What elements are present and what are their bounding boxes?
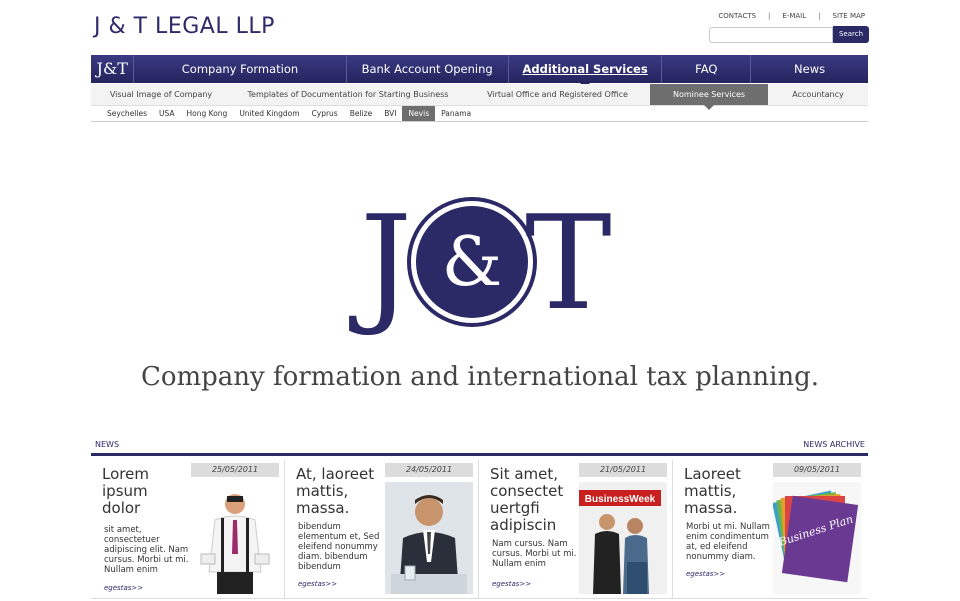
magazine-title: BusinessWeek	[585, 494, 656, 505]
country-hong-kong[interactable]: Hong Kong	[186, 109, 228, 118]
logo-t: T	[525, 190, 612, 335]
country-bvi[interactable]: BVI	[384, 109, 397, 118]
news-title[interactable]: At, laoreet mattis, massa.	[296, 465, 375, 517]
separator: |	[768, 12, 771, 20]
news-card[interactable]: Laoreet mattis, massa. 09/05/2011 Morbi …	[673, 460, 867, 598]
top-links: CONTACTS | E-MAIL | SITE MAP	[718, 12, 865, 20]
country-usa[interactable]: USA	[159, 109, 175, 118]
separator: |	[818, 12, 821, 20]
email-link[interactable]: E-MAIL	[782, 12, 807, 20]
tagline: Company formation and international tax …	[140, 362, 820, 392]
subnav-visual-image[interactable]: Visual Image of Company	[109, 90, 213, 99]
news-more-link[interactable]: egestas>>	[104, 584, 144, 592]
country-united-kingdom[interactable]: United Kingdom	[239, 109, 300, 118]
logo-ampersand: &	[442, 223, 503, 302]
country-panama[interactable]: Panama	[441, 109, 472, 118]
news-date: 09/05/2011	[773, 463, 861, 477]
subnav-virtual-office[interactable]: Virtual Office and Registered Office	[487, 90, 628, 99]
news-body: sit amet, consectetuer adipiscing elit. …	[104, 525, 189, 575]
sitemap-link[interactable]: SITE MAP	[832, 12, 865, 20]
news-date: 21/05/2011	[579, 463, 667, 477]
logo-j: J	[349, 190, 412, 335]
news-image-magazine: BusinessWeek	[579, 482, 667, 594]
nav-logo[interactable]: J&T	[91, 55, 135, 83]
news-title[interactable]: Lorem ipsum dolor	[102, 465, 149, 517]
country-nevis[interactable]: Nevis	[402, 106, 436, 121]
news-card[interactable]: Sit amet, consectet uertgfi adipiscin 21…	[479, 460, 673, 598]
country-tabs: Seychelles USA Hong Kong United Kingdom …	[91, 106, 868, 122]
news-body: bibendum elementum et, Sed eleifend nonu…	[298, 522, 380, 572]
subnav-templates[interactable]: Templates of Documentation for Starting …	[247, 90, 449, 99]
sub-nav: Visual Image of Company Templates of Doc…	[91, 84, 868, 110]
subnav-accountancy[interactable]: Accountancy	[792, 90, 844, 99]
news-image-businessman	[385, 482, 473, 594]
news-image-man-empty-pockets	[200, 494, 270, 594]
news-archive-link[interactable]: NEWS ARCHIVE	[803, 440, 865, 449]
country-cyprus[interactable]: Cyprus	[311, 109, 338, 118]
site-title[interactable]: J & T LEGAL LLP	[94, 14, 275, 39]
news-body: Nam cursus. Nam cursus. Morbi ut mi. Nul…	[492, 539, 577, 569]
search-button[interactable]: Search	[833, 26, 869, 43]
news-divider	[91, 453, 868, 456]
nav-item-faq[interactable]: FAQ	[662, 55, 752, 83]
news-title[interactable]: Sit amet, consectet uertgfi adipiscin	[490, 465, 564, 534]
contacts-link[interactable]: CONTACTS	[718, 12, 757, 20]
news-card[interactable]: At, laoreet mattis, massa. 24/05/2011 bi…	[285, 460, 479, 598]
news-heading: NEWS	[95, 440, 120, 449]
jt-logo: J & T	[349, 190, 612, 335]
news-body: Morbi ut mi. Nullam enim condimentum at,…	[686, 522, 770, 562]
nav-item-company-formation[interactable]: Company Formation	[134, 55, 347, 83]
logo-ring-inner	[416, 206, 528, 318]
main-nav: J&T Company Formation Bank Account Openi…	[91, 55, 868, 88]
news-date: 25/05/2011	[191, 463, 279, 477]
news-list: Lorem ipsum dolor 25/05/2011 sit amet, c…	[91, 460, 868, 599]
nav-item-news[interactable]: News	[794, 62, 826, 76]
news-more-link[interactable]: egestas>>	[298, 580, 338, 588]
news-card[interactable]: Lorem ipsum dolor 25/05/2011 sit amet, c…	[91, 460, 285, 598]
news-more-link[interactable]: egestas>>	[492, 580, 532, 588]
nav-item-bank-account[interactable]: Bank Account Opening	[347, 55, 509, 83]
nav-item-additional-services[interactable]: Additional Services	[509, 55, 663, 88]
country-seychelles[interactable]: Seychelles	[107, 109, 147, 118]
news-date: 24/05/2011	[385, 463, 473, 477]
news-more-link[interactable]: egestas>>	[686, 570, 726, 578]
news-image-business-plan: Business Plan	[773, 482, 861, 594]
search-input[interactable]	[709, 27, 833, 43]
subnav-nominee-services[interactable]: Nominee Services	[650, 84, 768, 110]
country-belize[interactable]: Belize	[349, 109, 373, 118]
news-title[interactable]: Laoreet mattis, massa.	[684, 465, 741, 517]
